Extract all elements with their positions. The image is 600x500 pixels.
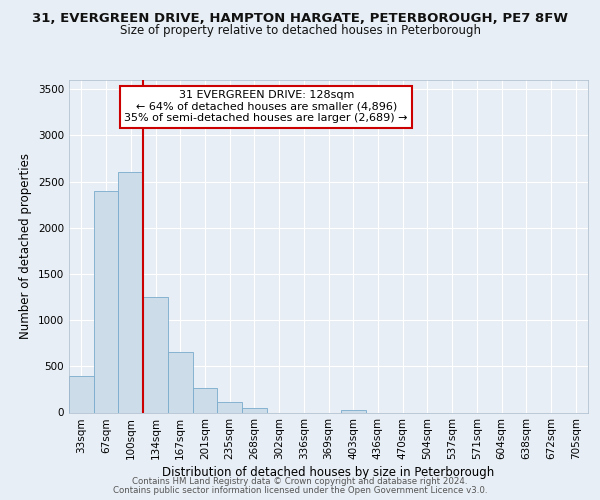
Text: 31 EVERGREEN DRIVE: 128sqm
← 64% of detached houses are smaller (4,896)
35% of s: 31 EVERGREEN DRIVE: 128sqm ← 64% of deta… (124, 90, 408, 123)
Text: Contains HM Land Registry data © Crown copyright and database right 2024.: Contains HM Land Registry data © Crown c… (132, 477, 468, 486)
Text: 31, EVERGREEN DRIVE, HAMPTON HARGATE, PETERBOROUGH, PE7 8FW: 31, EVERGREEN DRIVE, HAMPTON HARGATE, PE… (32, 12, 568, 26)
Bar (341, 410, 365, 412)
X-axis label: Distribution of detached houses by size in Peterborough: Distribution of detached houses by size … (163, 466, 494, 479)
Bar (143, 297, 168, 412)
Bar (242, 408, 267, 412)
Y-axis label: Number of detached properties: Number of detached properties (19, 153, 32, 339)
Bar (69, 376, 94, 412)
Bar (118, 172, 143, 412)
Bar (168, 352, 193, 412)
Text: Size of property relative to detached houses in Peterborough: Size of property relative to detached ho… (119, 24, 481, 37)
Bar (94, 191, 118, 412)
Bar (193, 388, 217, 412)
Text: Contains public sector information licensed under the Open Government Licence v3: Contains public sector information licen… (113, 486, 487, 495)
Bar (217, 402, 242, 412)
